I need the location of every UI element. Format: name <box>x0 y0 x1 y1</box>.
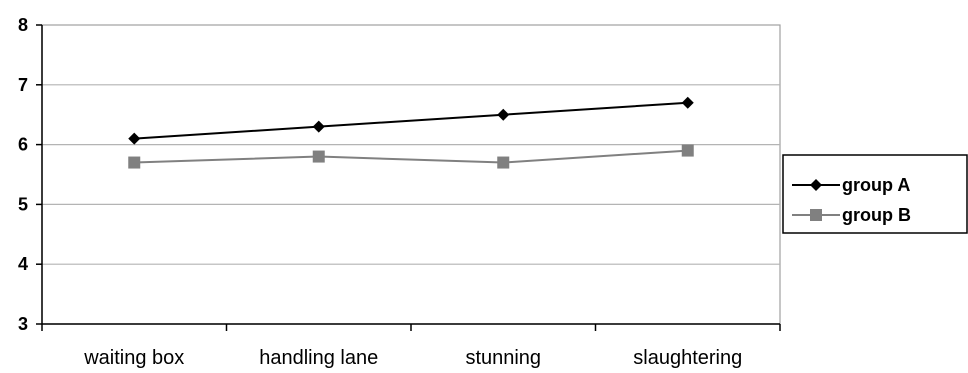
data-point <box>497 156 510 169</box>
data-point <box>312 120 325 133</box>
legend-label: group B <box>842 205 911 225</box>
series-group-b <box>128 144 694 169</box>
axes <box>36 24 781 331</box>
y-tick-label: 5 <box>18 194 28 214</box>
legend: group A group B <box>782 154 968 234</box>
data-point <box>312 150 325 163</box>
y-tick-label: 6 <box>18 135 28 155</box>
gridlines <box>42 84 780 265</box>
y-tick-labels: 3 4 5 6 7 8 <box>18 15 28 334</box>
plot-frame <box>41 24 781 325</box>
legend-marker <box>810 179 822 191</box>
data-point <box>497 108 510 121</box>
legend-label: group A <box>842 175 910 195</box>
x-tick-label: stunning <box>465 347 541 369</box>
data-point <box>128 156 141 169</box>
series-group <box>128 96 694 169</box>
data-point <box>681 96 694 109</box>
x-tick-label: waiting box <box>83 347 184 369</box>
x-tick-label: slaughtering <box>633 347 742 369</box>
y-tick-label: 4 <box>18 254 28 274</box>
legend-marker <box>810 209 822 221</box>
y-tick-label: 3 <box>18 314 28 334</box>
series-line <box>134 101 688 140</box>
series-line <box>134 149 688 164</box>
y-tick-label: 7 <box>18 75 28 95</box>
legend-item: group B <box>792 205 911 225</box>
plot-area <box>41 24 781 325</box>
series-group-a <box>128 96 694 145</box>
x-tick-labels: waiting box handling lane stunning slaughte… <box>83 347 742 369</box>
y-tick-label: 8 <box>18 15 28 35</box>
legend-item: group A <box>792 175 910 195</box>
data-point <box>681 144 694 157</box>
x-tick-label: handling lane <box>259 347 378 369</box>
data-point <box>128 132 141 145</box>
